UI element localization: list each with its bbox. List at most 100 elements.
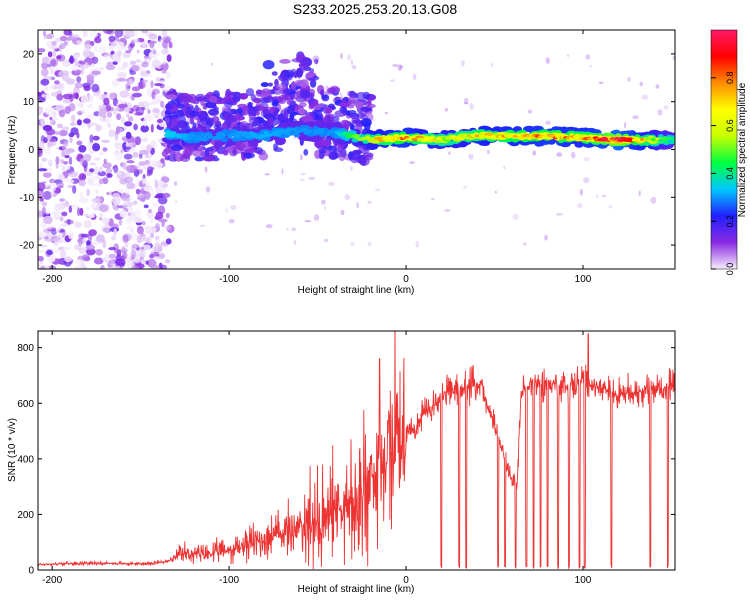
noise-blob <box>88 122 98 126</box>
noise-blob <box>68 171 79 178</box>
noise-blob <box>147 166 154 174</box>
noise-blob <box>42 124 53 132</box>
signal-blob <box>324 106 333 114</box>
noise-blob <box>118 219 123 226</box>
noise-blob <box>60 159 64 164</box>
noise-blob <box>147 236 152 245</box>
noise-blob <box>43 215 53 225</box>
ridge-blob <box>201 137 210 141</box>
noise-blob <box>64 106 71 115</box>
noise-blob <box>125 50 132 54</box>
noise-blob <box>51 187 54 197</box>
colorbar: 0.0 0.2 0.4 0.6 0.8 Normalized spectral ampl… <box>710 29 748 275</box>
signal-blob <box>291 58 304 63</box>
noise-blob <box>131 232 138 241</box>
noise-blob <box>71 114 76 123</box>
noise-blob <box>161 30 168 38</box>
ridge-blob <box>318 131 324 135</box>
sparse-blob <box>655 84 660 89</box>
noise-blob <box>149 160 159 168</box>
noise-blob <box>128 78 134 85</box>
noise-blob <box>43 190 52 200</box>
signal-blob <box>362 152 374 158</box>
y-tick-label: 10 <box>23 97 35 108</box>
noise-blob <box>99 107 108 115</box>
noise-blob <box>160 158 165 164</box>
noise-blob <box>47 141 53 148</box>
noise-blob <box>160 228 166 234</box>
noise-blob <box>119 90 130 98</box>
noise-blob <box>142 73 152 77</box>
noise-blob <box>76 119 82 126</box>
sparse-blob <box>346 54 352 61</box>
noise-blob <box>78 247 88 254</box>
noise-blob <box>38 250 46 253</box>
sparse-blob <box>323 206 326 211</box>
x-tick-label: 0 <box>403 274 409 285</box>
noise-blob <box>56 123 64 129</box>
noise-blob <box>46 249 53 256</box>
noise-blob <box>154 83 163 87</box>
sparse-blob <box>281 168 284 175</box>
noise-blob <box>64 151 71 155</box>
noise-blob <box>115 258 126 267</box>
noise-blob <box>41 94 45 98</box>
sparse-blob <box>632 115 639 120</box>
noise-blob <box>146 144 152 153</box>
signal-blob <box>299 89 310 99</box>
noise-blob <box>38 231 47 238</box>
noise-blob <box>89 134 94 143</box>
noise-blob <box>138 161 147 166</box>
signal-blob <box>290 82 297 90</box>
noise-blob <box>58 45 62 52</box>
noise-blob <box>148 101 156 106</box>
noise-blob <box>133 112 144 116</box>
noise-blob <box>121 197 131 202</box>
signal-blob <box>361 117 372 128</box>
noise-blob <box>112 97 118 107</box>
noise-blob <box>55 156 60 165</box>
noise-blob <box>40 118 45 126</box>
sparse-blob <box>650 196 657 204</box>
colorbar-tick-label: 0.8 <box>725 72 735 85</box>
noise-blob <box>116 50 122 57</box>
sparse-blob <box>328 181 336 187</box>
noise-blob <box>45 209 50 215</box>
noise-blob <box>51 235 61 242</box>
signal-blob <box>267 82 273 87</box>
noise-blob <box>148 225 157 234</box>
noise-blob <box>86 248 96 256</box>
noise-blob <box>74 82 83 89</box>
noise-blob <box>127 212 131 217</box>
noise-blob <box>116 113 122 121</box>
sparse-blob <box>545 120 552 126</box>
noise-blob <box>154 242 159 249</box>
sparse-blob <box>555 213 563 216</box>
noise-blob <box>125 131 132 140</box>
noise-blob <box>144 159 150 165</box>
signal-blob <box>240 141 245 151</box>
noise-blob <box>140 259 146 264</box>
signal-blob <box>226 116 238 123</box>
signal-blob <box>234 112 240 120</box>
sparse-blob <box>340 52 343 60</box>
noise-blob <box>87 213 95 218</box>
signal-blob <box>222 150 229 156</box>
snr-y-label: SNR (10 * v/v) <box>7 418 18 482</box>
noise-blob <box>89 162 97 166</box>
noise-blob <box>130 250 137 258</box>
noise-blob <box>127 206 134 212</box>
sparse-blob <box>228 219 235 224</box>
noise-blob <box>68 31 73 37</box>
sparse-blob <box>663 105 669 110</box>
noise-blob <box>93 45 98 52</box>
noise-blob <box>72 92 79 99</box>
noise-blob <box>130 65 140 72</box>
noise-blob <box>159 252 165 260</box>
signal-blob <box>208 108 219 116</box>
noise-blob <box>94 175 101 180</box>
noise-blob <box>74 265 85 269</box>
noise-blob <box>114 30 124 38</box>
noise-blob <box>54 242 58 247</box>
ridge-blob <box>287 127 292 132</box>
